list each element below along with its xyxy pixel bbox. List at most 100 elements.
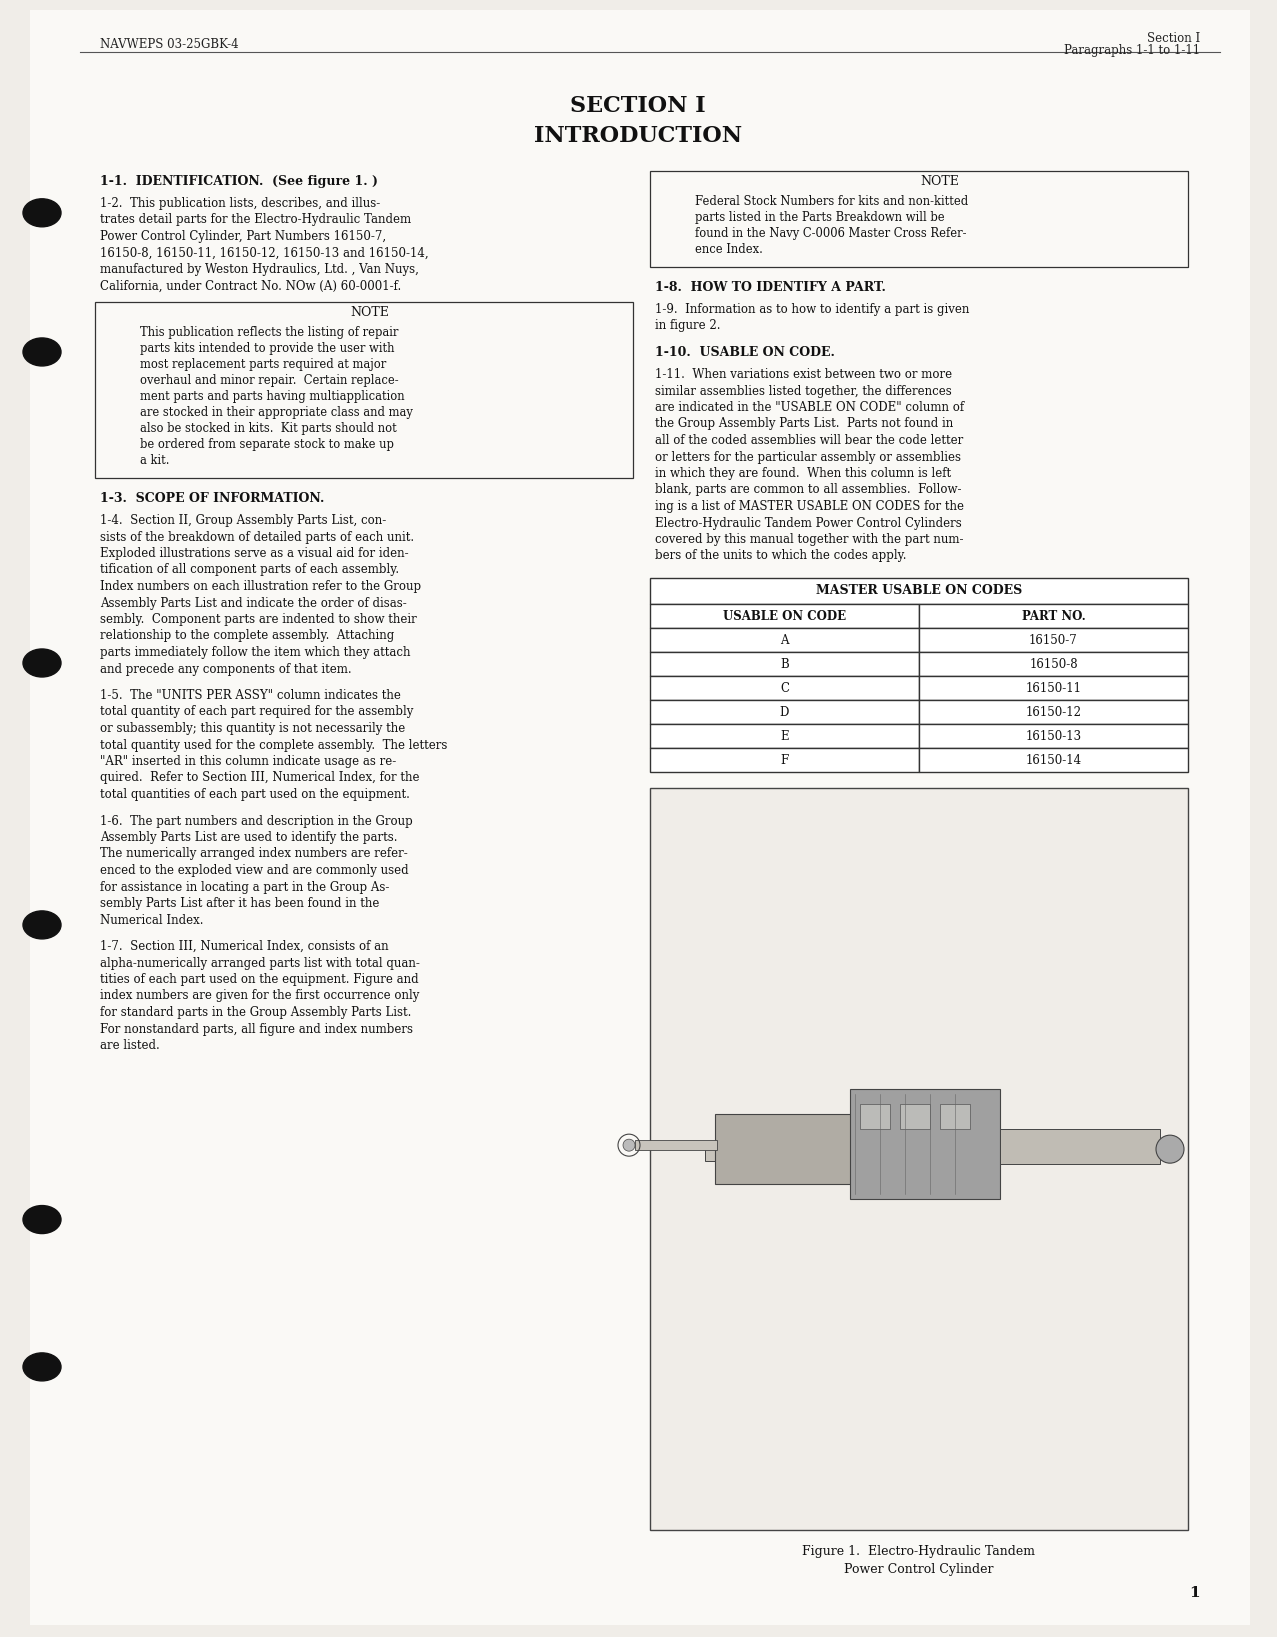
Text: tities of each part used on the equipment. Figure and: tities of each part used on the equipmen… bbox=[100, 972, 419, 985]
Text: sists of the breakdown of detailed parts of each unit.: sists of the breakdown of detailed parts… bbox=[100, 530, 414, 543]
Text: 1-10.  USABLE ON CODE.: 1-10. USABLE ON CODE. bbox=[655, 345, 835, 359]
Text: or letters for the particular assembly or assemblies: or letters for the particular assembly o… bbox=[655, 450, 962, 463]
Ellipse shape bbox=[23, 1205, 61, 1234]
Text: 16150-13: 16150-13 bbox=[1025, 730, 1082, 743]
Bar bbox=[94, 301, 633, 478]
Text: bers of the units to which the codes apply.: bers of the units to which the codes app… bbox=[655, 550, 907, 563]
Text: NAVWEPS 03-25GBK-4: NAVWEPS 03-25GBK-4 bbox=[100, 38, 239, 51]
Text: 1-5.  The "UNITS PER ASSY" column indicates the: 1-5. The "UNITS PER ASSY" column indicat… bbox=[100, 689, 401, 702]
Bar bbox=[650, 170, 1188, 267]
Text: E: E bbox=[780, 730, 789, 743]
Text: enced to the exploded view and are commonly used: enced to the exploded view and are commo… bbox=[100, 864, 409, 877]
Text: USABLE ON CODE: USABLE ON CODE bbox=[723, 609, 847, 622]
Ellipse shape bbox=[23, 337, 61, 367]
Text: A: A bbox=[780, 634, 789, 647]
Text: ence Index.: ence Index. bbox=[695, 242, 762, 255]
Bar bbox=[919, 724, 1188, 748]
Text: quired.  Refer to Section III, Numerical Index, for the: quired. Refer to Section III, Numerical … bbox=[100, 771, 420, 784]
Ellipse shape bbox=[23, 910, 61, 940]
Text: "AR" inserted in this column indicate usage as re-: "AR" inserted in this column indicate us… bbox=[100, 755, 396, 768]
Text: 1-1.  IDENTIFICATION.  (See figure 1. ): 1-1. IDENTIFICATION. (See figure 1. ) bbox=[100, 175, 378, 188]
Bar bbox=[940, 1105, 971, 1130]
Text: Assembly Parts List are used to identify the parts.: Assembly Parts List are used to identify… bbox=[100, 832, 397, 845]
Bar bbox=[859, 1105, 890, 1130]
Bar bbox=[650, 676, 919, 701]
Text: Index numbers on each illustration refer to the Group: Index numbers on each illustration refer… bbox=[100, 579, 421, 593]
Bar bbox=[650, 578, 1188, 604]
Text: 16150-8: 16150-8 bbox=[1029, 658, 1078, 671]
Text: Federal Stock Numbers for kits and non-kitted: Federal Stock Numbers for kits and non-k… bbox=[695, 195, 968, 208]
Bar bbox=[650, 724, 919, 748]
Text: Numerical Index.: Numerical Index. bbox=[100, 913, 203, 927]
Bar bbox=[919, 629, 1188, 652]
Text: manufactured by Weston Hydraulics, Ltd. , Van Nuys,: manufactured by Weston Hydraulics, Ltd. … bbox=[100, 264, 419, 277]
Text: also be stocked in kits.  Kit parts should not: also be stocked in kits. Kit parts shoul… bbox=[140, 422, 397, 435]
Text: Exploded illustrations serve as a visual aid for iden-: Exploded illustrations serve as a visual… bbox=[100, 547, 409, 560]
Text: Figure 1.  Electro-Hydraulic Tandem: Figure 1. Electro-Hydraulic Tandem bbox=[802, 1545, 1036, 1558]
Text: SECTION I: SECTION I bbox=[571, 95, 706, 116]
Text: relationship to the complete assembly.  Attaching: relationship to the complete assembly. A… bbox=[100, 630, 395, 642]
Text: For nonstandard parts, all figure and index numbers: For nonstandard parts, all figure and in… bbox=[100, 1023, 412, 1036]
Text: F: F bbox=[780, 753, 789, 766]
Text: Section I: Section I bbox=[1147, 33, 1200, 44]
Text: are stocked in their appropriate class and may: are stocked in their appropriate class a… bbox=[140, 406, 412, 419]
Text: covered by this manual together with the part num-: covered by this manual together with the… bbox=[655, 534, 964, 547]
Bar bbox=[850, 1089, 1000, 1200]
Text: are listed.: are listed. bbox=[100, 1039, 160, 1053]
Text: The numerically arranged index numbers are refer-: The numerically arranged index numbers a… bbox=[100, 848, 407, 861]
Text: in figure 2.: in figure 2. bbox=[655, 319, 720, 332]
Bar bbox=[650, 629, 919, 652]
Text: 1-11.  When variations exist between two or more: 1-11. When variations exist between two … bbox=[655, 368, 953, 381]
Text: found in the Navy C-0006 Master Cross Refer-: found in the Navy C-0006 Master Cross Re… bbox=[695, 228, 967, 241]
Bar bbox=[705, 1148, 1122, 1161]
Bar bbox=[919, 604, 1188, 629]
Text: for assistance in locating a part in the Group As-: for assistance in locating a part in the… bbox=[100, 881, 389, 894]
Bar bbox=[919, 748, 1188, 773]
Text: in which they are found.  When this column is left: in which they are found. When this colum… bbox=[655, 467, 951, 480]
Text: sembly Parts List after it has been found in the: sembly Parts List after it has been foun… bbox=[100, 897, 379, 910]
Text: and precede any components of that item.: and precede any components of that item. bbox=[100, 663, 351, 676]
Ellipse shape bbox=[23, 198, 61, 228]
Text: parts listed in the Parts Breakdown will be: parts listed in the Parts Breakdown will… bbox=[695, 211, 945, 224]
Text: a kit.: a kit. bbox=[140, 453, 170, 467]
Text: This publication reflects the listing of repair: This publication reflects the listing of… bbox=[140, 326, 398, 339]
Text: 1-7.  Section III, Numerical Index, consists of an: 1-7. Section III, Numerical Index, consi… bbox=[100, 940, 388, 953]
Bar bbox=[919, 676, 1188, 701]
Text: are indicated in the "USABLE ON CODE" column of: are indicated in the "USABLE ON CODE" co… bbox=[655, 401, 964, 414]
Text: NOTE: NOTE bbox=[351, 306, 389, 319]
Text: California, under Contract No. NOw (A) 60-0001-f.: California, under Contract No. NOw (A) 6… bbox=[100, 280, 401, 293]
Text: similar assemblies listed together, the differences: similar assemblies listed together, the … bbox=[655, 385, 951, 398]
Circle shape bbox=[623, 1139, 635, 1151]
Ellipse shape bbox=[23, 648, 61, 678]
Bar bbox=[650, 787, 1188, 1531]
Text: alpha-numerically arranged parts list with total quan-: alpha-numerically arranged parts list wi… bbox=[100, 956, 420, 969]
Text: Electro-Hydraulic Tandem Power Control Cylinders: Electro-Hydraulic Tandem Power Control C… bbox=[655, 517, 962, 529]
Text: total quantity used for the complete assembly.  The letters: total quantity used for the complete ass… bbox=[100, 738, 447, 751]
Text: be ordered from separate stock to make up: be ordered from separate stock to make u… bbox=[140, 439, 393, 452]
Bar bbox=[650, 748, 919, 773]
Text: sembly.  Component parts are indented to show their: sembly. Component parts are indented to … bbox=[100, 612, 416, 625]
Text: C: C bbox=[780, 681, 789, 694]
Text: 1: 1 bbox=[1189, 1586, 1200, 1599]
Text: MASTER USABLE ON CODES: MASTER USABLE ON CODES bbox=[816, 584, 1022, 598]
Bar bbox=[919, 701, 1188, 724]
Text: parts kits intended to provide the user with: parts kits intended to provide the user … bbox=[140, 342, 395, 355]
Text: overhaul and minor repair.  Certain replace-: overhaul and minor repair. Certain repla… bbox=[140, 373, 398, 386]
Text: ing is a list of MASTER USABLE ON CODES for the: ing is a list of MASTER USABLE ON CODES … bbox=[655, 499, 964, 512]
Text: 1-6.  The part numbers and description in the Group: 1-6. The part numbers and description in… bbox=[100, 815, 412, 827]
Text: 1-3.  SCOPE OF INFORMATION.: 1-3. SCOPE OF INFORMATION. bbox=[100, 493, 324, 504]
Text: B: B bbox=[780, 658, 789, 671]
Text: 16150-12: 16150-12 bbox=[1025, 706, 1082, 719]
Text: blank, parts are common to all assemblies.  Follow-: blank, parts are common to all assemblie… bbox=[655, 483, 962, 496]
Text: for standard parts in the Group Assembly Parts List.: for standard parts in the Group Assembly… bbox=[100, 1007, 411, 1018]
Text: trates detail parts for the Electro-Hydraulic Tandem: trates detail parts for the Electro-Hydr… bbox=[100, 213, 411, 226]
Text: 1-2.  This publication lists, describes, and illus-: 1-2. This publication lists, describes, … bbox=[100, 196, 381, 210]
Text: all of the coded assemblies will bear the code letter: all of the coded assemblies will bear th… bbox=[655, 434, 963, 447]
Bar bbox=[650, 701, 919, 724]
Text: ment parts and parts having multiapplication: ment parts and parts having multiapplica… bbox=[140, 390, 405, 403]
Text: INTRODUCTION: INTRODUCTION bbox=[534, 124, 742, 147]
Text: 16150-8, 16150-11, 16150-12, 16150-13 and 16150-14,: 16150-8, 16150-11, 16150-12, 16150-13 an… bbox=[100, 247, 429, 260]
Bar bbox=[900, 1105, 930, 1130]
Text: total quantities of each part used on the equipment.: total quantities of each part used on th… bbox=[100, 787, 410, 800]
Bar bbox=[650, 604, 919, 629]
